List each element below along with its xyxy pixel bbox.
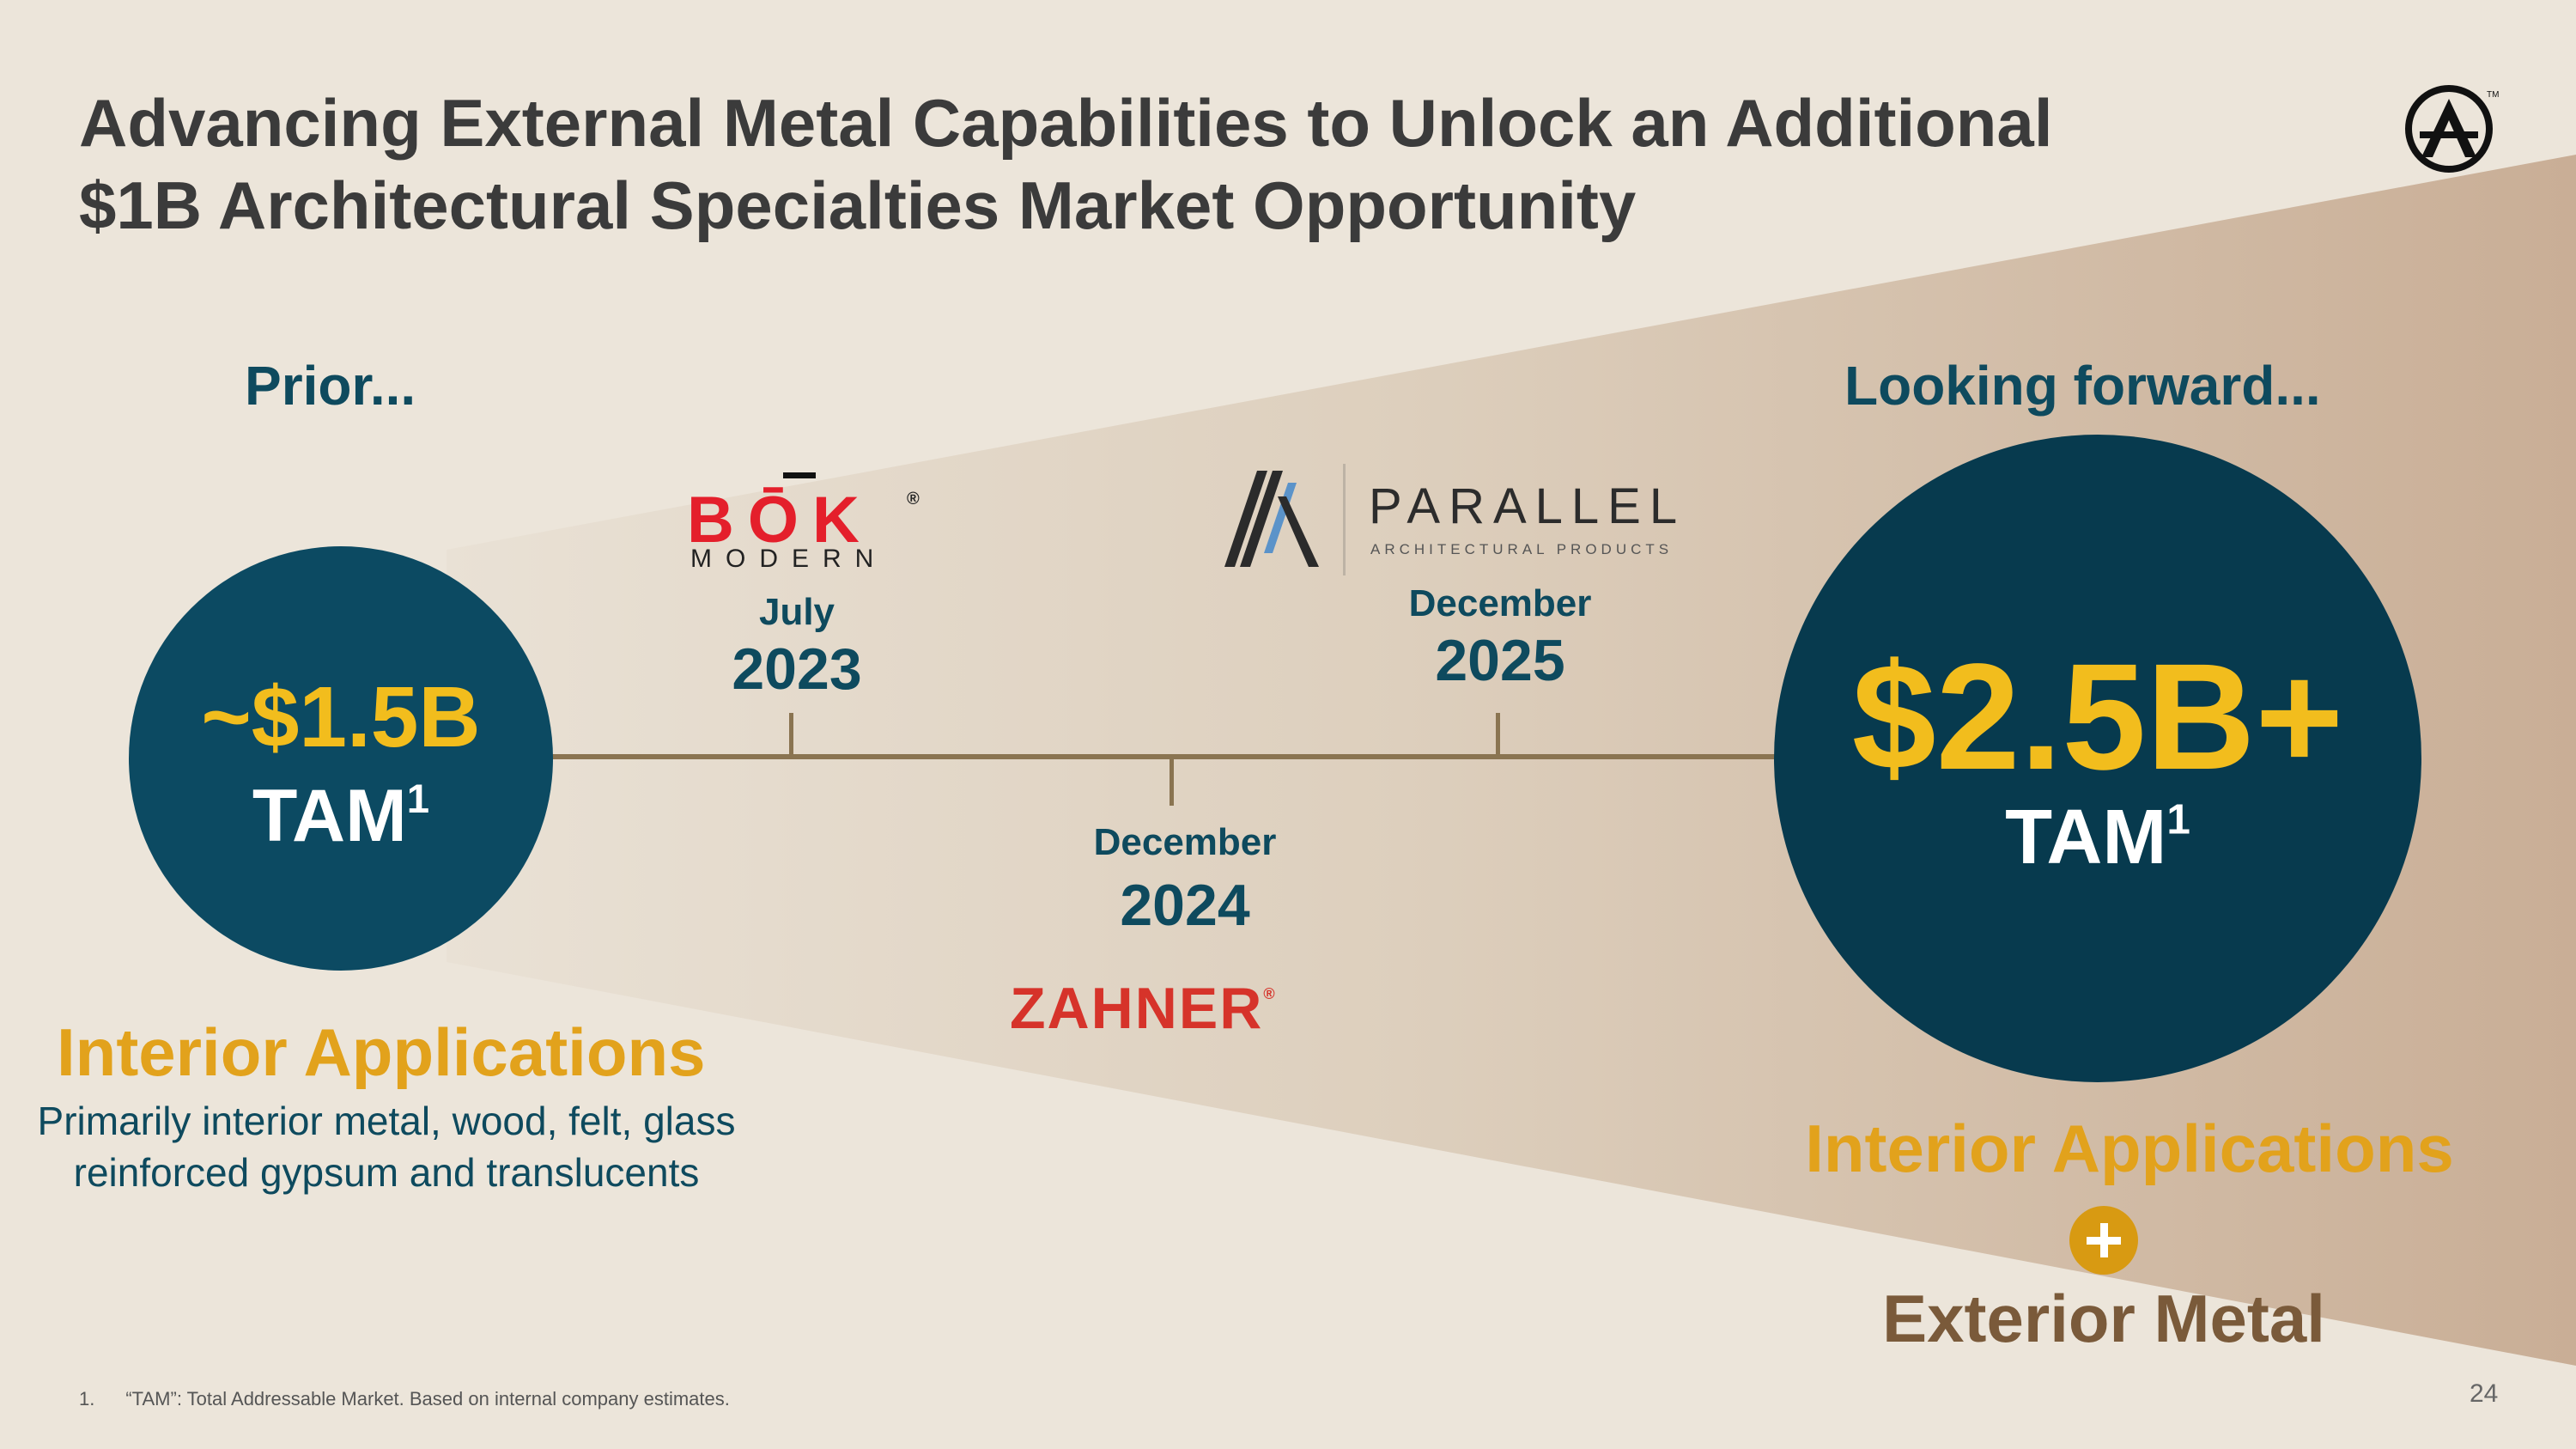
footnote: 1. “TAM”: Total Addressable Market. Based… [79,1388,730,1410]
title-line-2: $1B Architectural Specialties Market Opp… [79,167,1637,243]
parallel-logo-sub: ARCHITECTURAL PRODUCTS [1370,541,1674,557]
svg-text:TM: TM [2487,90,2499,100]
plus-icon [2069,1206,2138,1275]
parallel-logo-name: PARALLEL [1369,478,1686,534]
timeline-tick-2023 [789,713,793,758]
zahner-logo: ZAHNER® [1010,962,1277,1040]
forward-tam-label: TAM1 [1774,790,2421,885]
footnote-text: “TAM”: Total Addressable Market. Based o… [125,1388,730,1409]
timeline-tick-2025 [1496,713,1500,758]
bok-macron [783,472,816,478]
prior-tam-footnote: 1 [406,776,430,822]
forward-tam-circle [1774,435,2421,1082]
acquisition-2024-month: December [1093,821,1277,863]
plus-icon-vertical [2100,1223,2108,1257]
timeline-tick-2024 [1170,758,1174,806]
prior-tam-text: TAM [252,775,407,857]
page-number: 24 [2470,1379,2499,1408]
acquisition-2024-year: 2024 [1120,873,1250,938]
forward-tam-footnote: 1 [2166,795,2190,843]
prior-tam-circle [129,546,553,971]
acquisition-2025-month: December [1408,582,1592,624]
footnote-number: 1. [79,1388,95,1409]
forward-applications-title: Interior Applications [1805,1111,2454,1186]
prior-tam-label: TAM1 [129,773,553,859]
prior-label: Prior... [245,355,416,417]
looking-forward-label: Looking forward... [1844,355,2321,417]
prior-applications-description: Primarily interior metal, wood, felt, gl… [9,1095,764,1198]
zahner-logo-name: ZAHNER [1010,976,1264,1041]
forward-tam-text: TAM [2005,795,2167,880]
prior-tam-value: ~$1.5B [201,669,481,765]
bok-registered-mark: ® [907,490,920,508]
bok-logo-sub: MODERN [690,545,888,573]
circled-a-logo-icon: TM [2405,85,2499,173]
parallel-divider [1343,464,1346,575]
title-line-1: Advancing External Metal Capabilities to… [79,85,2053,161]
acquisition-2023-year: 2023 [732,636,862,702]
forward-tam-value: $2.5B+ [1851,633,2344,801]
slide-title: Advancing External Metal Capabilities to… [79,82,2312,247]
forward-exterior-title: Exterior Metal [1882,1281,2325,1356]
prior-applications-desc-line-2: reinforced gypsum and translucents [73,1150,700,1195]
acquisition-2023-month: July [758,591,835,633]
prior-applications-desc-line-1: Primarily interior metal, wood, felt, gl… [37,1099,736,1143]
zahner-registered-mark: ® [1263,985,1277,1002]
prior-applications-title: Interior Applications [57,1014,706,1090]
bok-modern-logo: BŌK ® MODERN [687,472,936,575]
parallel-stripes-logo-icon [1224,471,1319,567]
acquisition-2025-year: 2025 [1435,628,1565,693]
bok-logo-name: BŌK [687,484,873,557]
timeline-line [550,754,1795,759]
